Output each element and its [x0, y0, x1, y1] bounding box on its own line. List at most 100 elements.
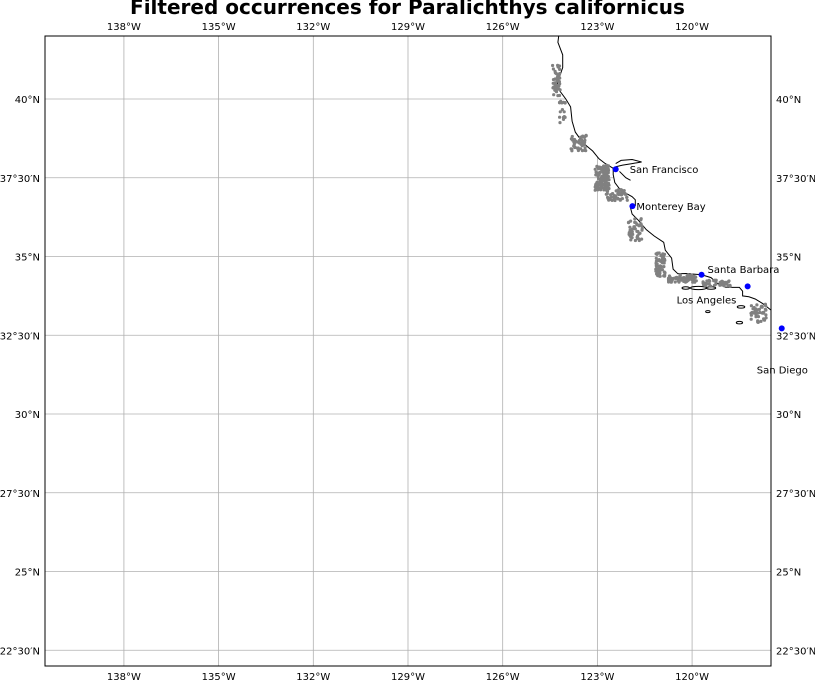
lat-tick-label-left: 37°30′N	[0, 174, 40, 185]
lat-tick-label-right: 27°30′N	[776, 489, 815, 500]
occurrence-point	[659, 259, 663, 263]
occurrence-point	[558, 115, 562, 119]
lat-tick-label-right: 25°N	[776, 568, 801, 579]
occurrence-point	[708, 279, 712, 283]
lon-tick-label-top: 126°W	[486, 22, 520, 33]
occurrence-point	[709, 284, 713, 288]
occurrence-point	[558, 88, 562, 92]
gridlines	[45, 36, 771, 666]
occurrence-point	[674, 276, 678, 281]
occurrence-point	[570, 149, 574, 153]
occurrence-point	[753, 310, 757, 314]
occurrence-point	[554, 90, 559, 94]
occurrence-point	[625, 195, 629, 199]
city-marker	[698, 271, 705, 278]
occurrence-point	[685, 274, 689, 278]
occurrence-point	[749, 304, 754, 308]
occurrence-point	[629, 219, 633, 223]
occurrence-point	[603, 169, 607, 173]
occurrence-point	[551, 86, 555, 90]
axis-tick-labels: 138°W 138°W 135°W 135°W 132°W 132°W 129°W 129°W…	[0, 22, 815, 681]
occurrence-point	[629, 238, 633, 242]
lat-tick-label-right: 22°30′N	[776, 646, 815, 657]
occurrence-point	[605, 189, 610, 193]
occurrence-point	[618, 198, 622, 202]
occurrence-point	[724, 282, 729, 286]
occurrence-point	[755, 308, 759, 312]
occurrence-point	[764, 308, 768, 312]
lon-tick-label-top: 138°W	[107, 22, 141, 33]
occurrence-point	[690, 278, 694, 282]
occurrence-point	[676, 279, 680, 283]
city-marker	[744, 283, 751, 290]
occurrence-point	[638, 231, 642, 235]
lat-tick-label-right: 40°N	[776, 95, 801, 106]
land-mass	[556, 36, 771, 311]
lon-tick-label-bottom: 123°W	[580, 672, 614, 681]
occurrence-point	[594, 182, 598, 187]
occurrence-point	[554, 72, 559, 76]
occurrence-point	[625, 198, 629, 202]
occurrence-point	[628, 231, 633, 235]
occurrence-point	[678, 276, 682, 280]
occurrence-point	[752, 305, 756, 310]
lat-tick-label-left: 30°N	[15, 410, 40, 421]
occurrence-point	[756, 311, 760, 315]
occurrence-point	[633, 217, 637, 221]
island-outline	[705, 310, 711, 314]
occurrence-point	[557, 73, 561, 77]
lat-tick-label-left: 32°30′N	[0, 331, 40, 342]
occurrence-point	[670, 279, 674, 283]
lat-tick-label-right: 35°N	[776, 253, 801, 264]
city-marker	[612, 166, 619, 173]
occurrence-point	[584, 133, 588, 137]
occurrence-point	[629, 235, 633, 239]
lat-tick-label-left: 22°30′N	[0, 646, 40, 657]
occurrence-point	[613, 194, 617, 198]
occurrence-point	[573, 145, 577, 149]
city-markers: San Francisco Monterey Bay Santa Barbara Lo…	[612, 165, 808, 376]
occurrence-point	[726, 280, 731, 284]
island-outline	[787, 438, 792, 447]
occurrence-point	[634, 221, 638, 225]
lon-tick-label-top: 129°W	[391, 22, 425, 33]
lat-tick-label-left: 25°N	[15, 568, 40, 579]
occurrence-point	[552, 93, 556, 97]
occurrence-point	[604, 192, 608, 196]
occurrence-point	[760, 304, 764, 308]
lon-tick-label-bottom: 135°W	[202, 672, 236, 681]
lon-tick-label-top: 123°W	[580, 22, 614, 33]
occurrence-point	[600, 174, 604, 178]
occurrence-point	[558, 76, 562, 80]
occurrence-point	[633, 238, 638, 243]
occurrence-point	[551, 63, 555, 68]
city-marker	[629, 203, 636, 210]
island-outline	[735, 320, 744, 325]
occurrence-point	[655, 262, 659, 266]
occurrence-point	[755, 303, 759, 307]
occurrence-point	[655, 252, 659, 256]
occurrence-point	[749, 317, 753, 321]
occurrence-point	[600, 182, 604, 186]
occurrence-point	[668, 276, 673, 280]
occurrence-point	[561, 100, 566, 104]
occurrence-point	[563, 115, 567, 119]
island-outline	[690, 285, 707, 291]
occurrence-point	[692, 275, 697, 279]
occurrence-point	[557, 93, 562, 98]
lon-tick-label-bottom: 132°W	[296, 672, 330, 681]
occurrence-point	[605, 172, 609, 176]
occurrence-point	[596, 188, 600, 192]
occurrence-point	[620, 189, 625, 193]
sf-bay-south-outline	[619, 171, 631, 181]
occurrence-point	[759, 319, 763, 323]
occurrence-point	[712, 283, 717, 287]
occurrence-point	[622, 191, 626, 195]
occurrence-point	[616, 188, 620, 192]
lat-tick-label-right: 30°N	[776, 410, 801, 421]
lat-tick-label-right: 32°30′N	[776, 331, 815, 342]
occurrence-point	[712, 279, 716, 283]
occurrence-point	[764, 313, 768, 317]
occurrence-point	[610, 198, 614, 202]
